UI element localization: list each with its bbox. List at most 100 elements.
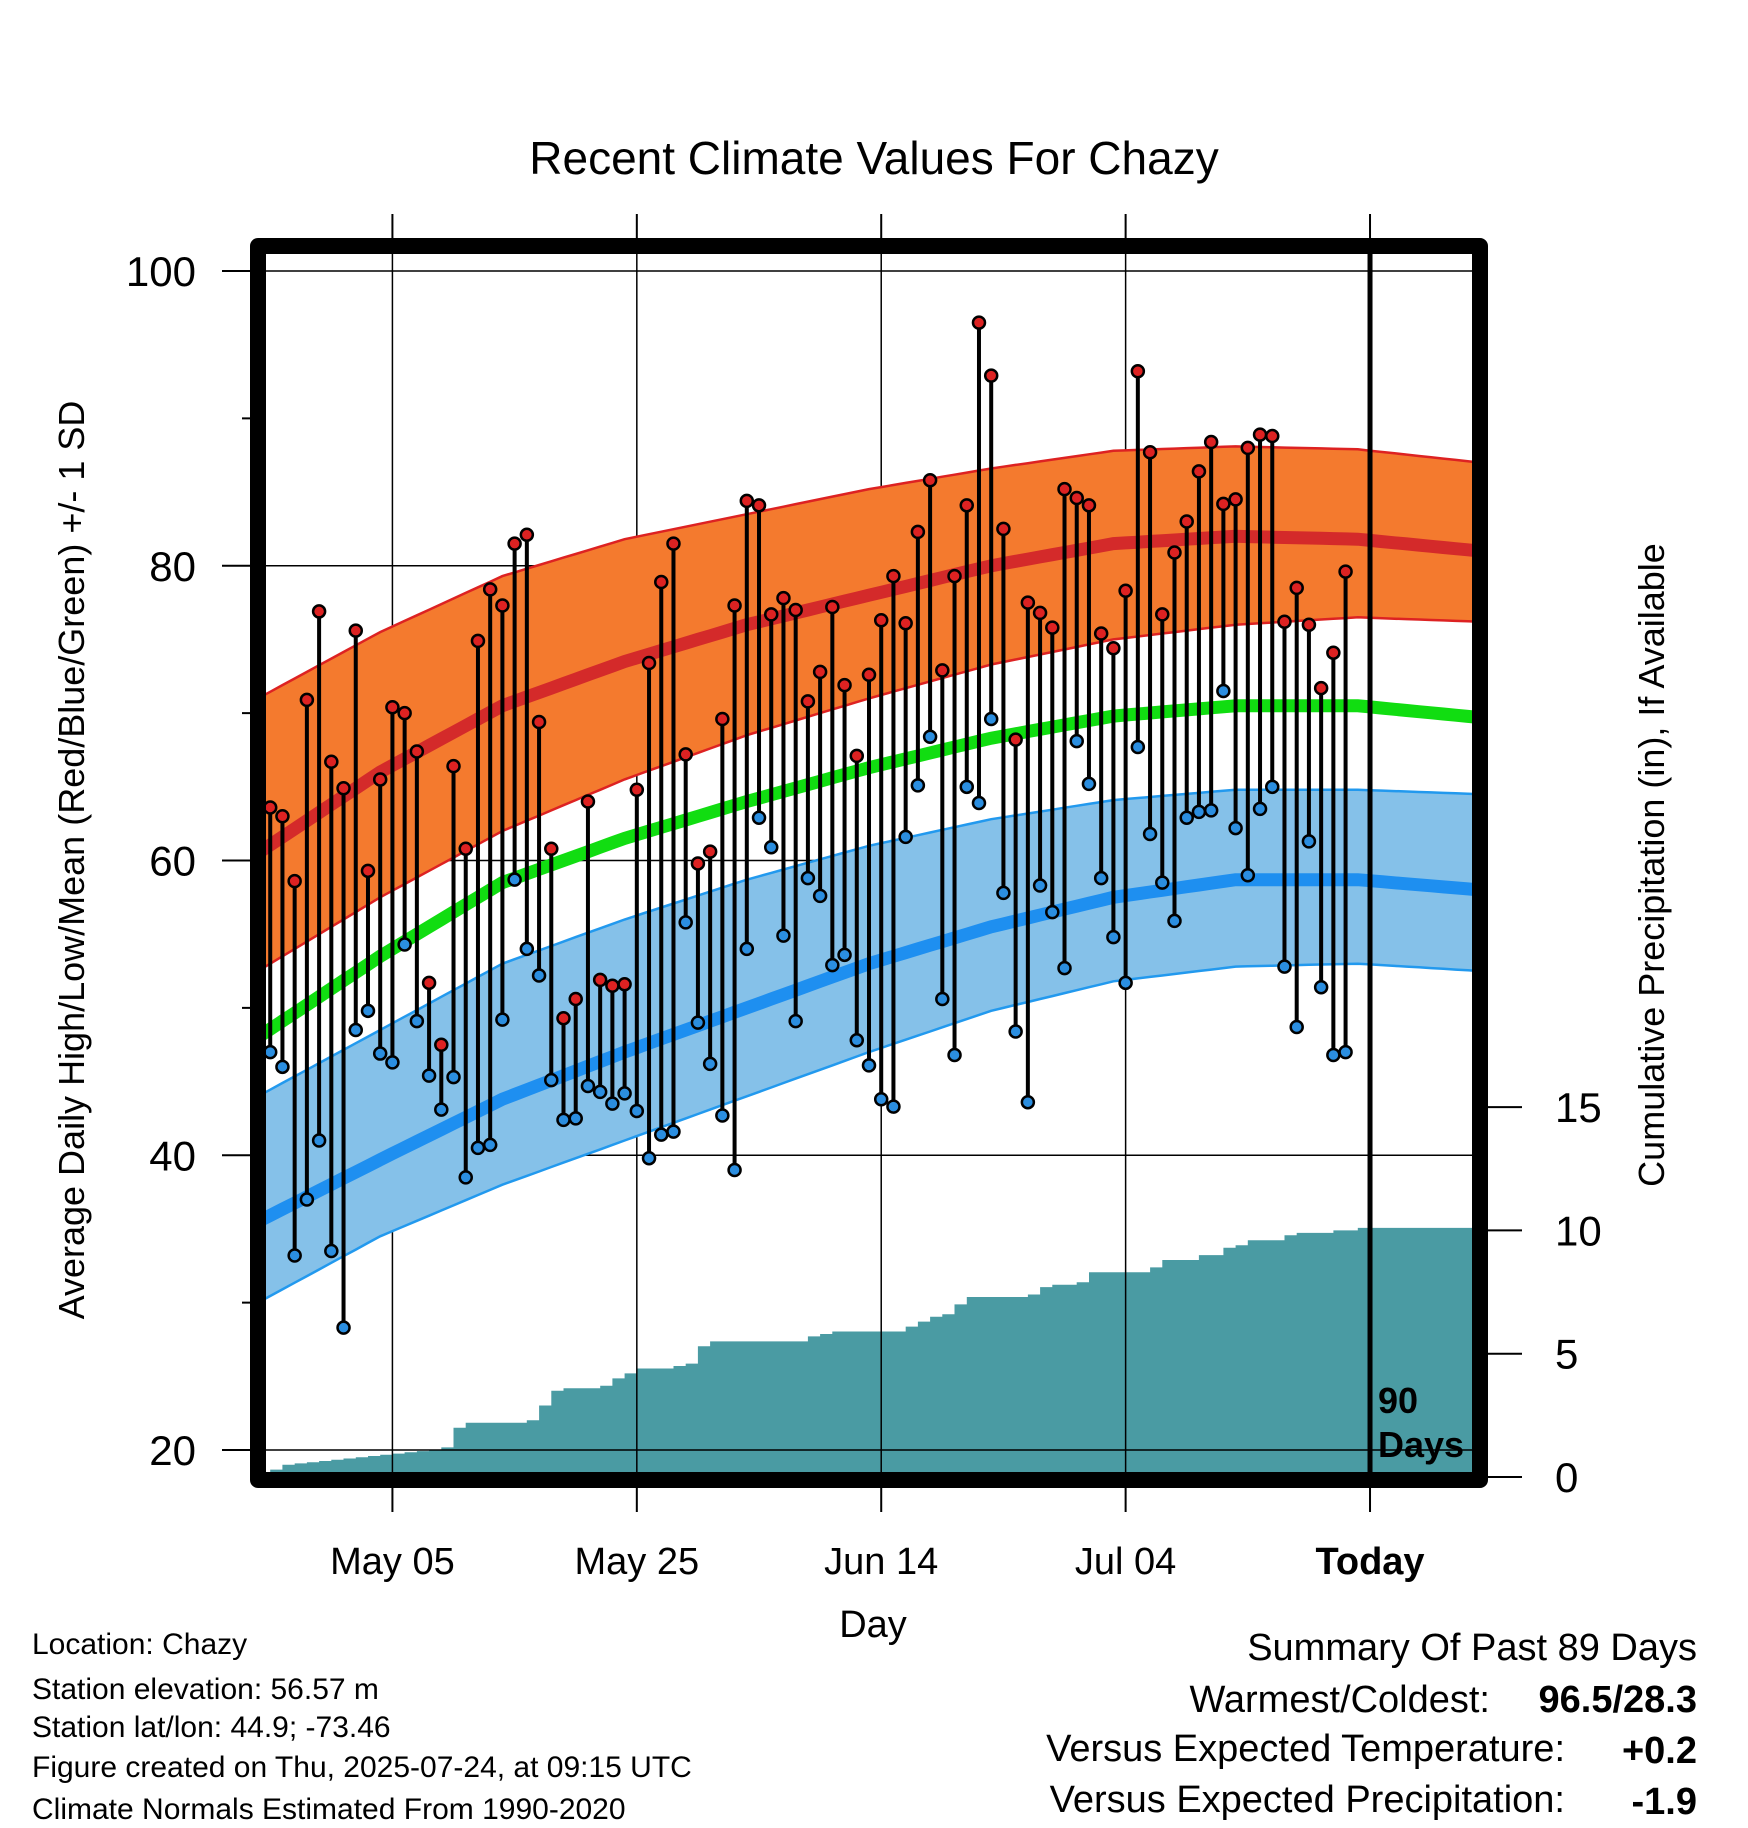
- daily-high-point: [1069, 490, 1084, 506]
- daily-low-point: [482, 1137, 498, 1153]
- daily-low-point: [1240, 867, 1256, 883]
- daily-high-point: [959, 498, 975, 513]
- daily-high-point: [1130, 363, 1146, 379]
- daily-low-point: [568, 1111, 583, 1126]
- daily-high-point: [287, 873, 302, 889]
- daily-low-point: [935, 991, 950, 1007]
- chart-title: Recent Climate Values For Chazy: [529, 132, 1218, 184]
- daily-high-point: [1106, 641, 1121, 656]
- daily-low-point: [1106, 929, 1121, 945]
- daily-low-point: [996, 885, 1011, 901]
- daily-high-point: [1167, 545, 1182, 560]
- daily-low-point: [1301, 834, 1317, 849]
- daily-high-point: [849, 748, 865, 764]
- daily-low-point: [299, 1192, 315, 1207]
- daily-low-point: [519, 941, 535, 957]
- daily-high-point: [360, 863, 376, 879]
- today-days-number: 90: [1378, 1380, 1418, 1421]
- daily-low-point: [959, 779, 975, 795]
- daily-high-point: [1203, 434, 1219, 450]
- daily-low-point: [385, 1055, 400, 1070]
- daily-low-point: [458, 1170, 473, 1185]
- daily-high-point: [1265, 428, 1280, 444]
- daily-high-point: [1216, 496, 1231, 512]
- daily-low-point: [1069, 733, 1084, 749]
- daily-high-point: [1155, 607, 1170, 622]
- daily-high-point: [1032, 605, 1048, 621]
- daily-high-point: [641, 655, 657, 671]
- daily-low-point: [886, 1099, 901, 1114]
- daily-high-point: [275, 809, 290, 824]
- high-sd-upper-edge: [258, 445, 1480, 700]
- daily-high-point: [1240, 440, 1256, 456]
- daily-high-point: [715, 711, 730, 727]
- daily-high-point: [1142, 445, 1158, 460]
- daily-high-point: [617, 977, 632, 992]
- y-tick-label-20: 20: [149, 1427, 196, 1474]
- daily-low-point: [898, 829, 913, 845]
- daily-low-point: [788, 1013, 803, 1029]
- daily-high-point: [262, 800, 278, 815]
- daily-low-point: [922, 729, 938, 744]
- station-location: Location: Chazy: [32, 1628, 247, 1661]
- daily-low-point: [873, 1091, 889, 1107]
- daily-low-point: [592, 1084, 608, 1100]
- daily-high-point: [947, 568, 962, 584]
- daily-low-point: [763, 839, 779, 855]
- plot-frame: [250, 238, 1488, 1488]
- daily-high-point: [482, 582, 498, 597]
- y2-tick-label-15: 15: [1555, 1084, 1602, 1131]
- daily-low-point: [580, 1078, 596, 1094]
- daily-low-point: [507, 872, 522, 887]
- daily-high-point: [727, 598, 742, 613]
- daily-low-point: [1289, 1019, 1304, 1035]
- daily-high-point: [910, 524, 926, 540]
- daily-high-point: [873, 613, 889, 628]
- daily-high-point: [299, 692, 315, 708]
- daily-high-point: [812, 664, 828, 680]
- daily-high-point: [1081, 498, 1097, 513]
- daily-low-point: [1057, 960, 1072, 976]
- daily-low-point: [1216, 683, 1231, 699]
- daily-high-point: [800, 694, 816, 709]
- daily-high-point: [996, 521, 1011, 537]
- daily-high-point: [1008, 732, 1023, 747]
- daily-low-point: [311, 1133, 327, 1148]
- daily-high-point: [605, 978, 620, 994]
- daily-high-point: [898, 615, 913, 631]
- daily-high-point: [458, 841, 473, 856]
- daily-high-point: [556, 1010, 571, 1026]
- daily-high-point: [1289, 580, 1304, 596]
- daily-low-point: [360, 1003, 376, 1019]
- x-tick-label-4: Today: [1315, 1541, 1424, 1583]
- precip-area: [258, 1227, 1480, 1477]
- daily-low-point: [1045, 904, 1060, 920]
- daily-low-point: [702, 1056, 718, 1072]
- daily-low-point: [336, 1320, 351, 1335]
- daily-low-point: [434, 1102, 449, 1117]
- daily-low-point: [776, 928, 791, 943]
- daily-high-point: [1057, 481, 1072, 497]
- daily-low-point: [617, 1086, 632, 1101]
- daily-high-point: [751, 498, 767, 513]
- daily-low-point: [837, 947, 852, 963]
- daily-high-point: [983, 368, 999, 383]
- daily-high-point: [348, 623, 364, 638]
- daily-high-point: [678, 747, 693, 762]
- daily-high-point: [470, 633, 486, 649]
- summary-temp-value: +0.2: [1622, 1730, 1697, 1772]
- x-tick-label-1: May 25: [575, 1541, 700, 1583]
- daily-low-point: [1179, 810, 1194, 826]
- daily-high-point: [763, 607, 779, 622]
- daily-low-point: [1191, 804, 1207, 820]
- daily-high-point: [1252, 427, 1268, 442]
- daily-low-point: [409, 1013, 425, 1029]
- daily-high-point: [580, 794, 596, 809]
- daily-low-point: [654, 1127, 669, 1142]
- normal-high-line: [258, 529, 1480, 859]
- daily-high-point: [397, 705, 412, 721]
- climate-normals-note: Climate Normals Estimated From 1990-2020: [32, 1793, 626, 1826]
- daily-high-point: [1338, 564, 1353, 579]
- x-tick-label-2: Jun 14: [824, 1541, 938, 1583]
